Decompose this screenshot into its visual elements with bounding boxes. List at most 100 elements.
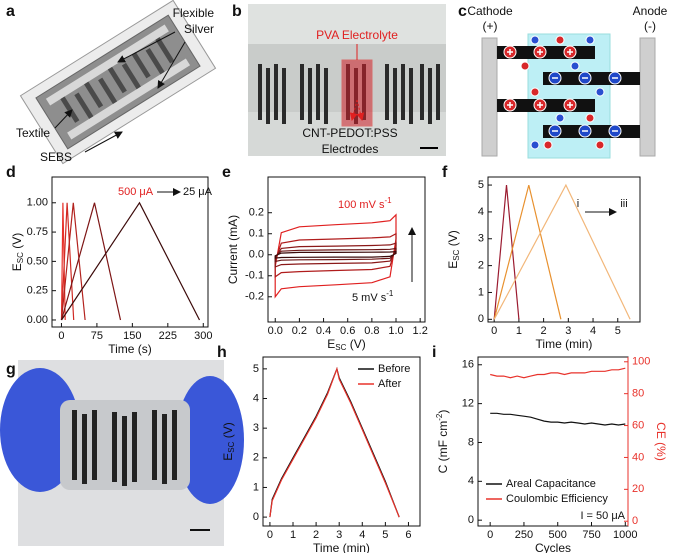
y-axis-label-part: SC: [16, 252, 25, 263]
y-axis-label-part: (V): [10, 233, 24, 252]
y-tick-label: 1.00: [27, 197, 48, 209]
series-line: [60, 202, 66, 321]
y-axis-label: ESC (V): [221, 422, 236, 460]
series-line: [274, 213, 397, 299]
legend-label: Coulombic Efficiency: [506, 493, 608, 505]
y-tick-label: 2: [478, 260, 484, 272]
x-tick-label: 6: [405, 529, 411, 541]
ion: [555, 35, 565, 45]
x-tick-label: 300: [194, 330, 212, 342]
label: CNT-PEDOT:PSS: [302, 126, 397, 140]
x-tick-label: 3: [565, 325, 571, 337]
y-tick-label: 12: [462, 398, 474, 410]
label: (-): [644, 19, 656, 33]
x-tick-label: 1.2: [413, 325, 428, 337]
y-tick-label: -0.2: [245, 291, 264, 303]
x-tick-label: 1: [290, 529, 296, 541]
ion: [555, 113, 565, 123]
panel-letter: h: [217, 344, 227, 361]
plot-frame: [267, 176, 426, 323]
ion: [543, 140, 553, 150]
series-line: [490, 412, 626, 426]
y-tick-label: 0.25: [27, 285, 48, 297]
panel-letter: e: [222, 164, 231, 181]
panel-letter: i: [432, 344, 436, 361]
label: Electrodes: [322, 142, 379, 156]
y-axis-label: C (mF cm-2): [435, 410, 450, 474]
y-tick-label: 4: [478, 206, 484, 218]
y2-tick-label: 60: [632, 419, 644, 431]
series-line: [269, 366, 400, 518]
y2-tick-label: 100: [632, 356, 650, 368]
ion: [530, 140, 540, 150]
y-tick-label: 0.0: [249, 249, 264, 261]
y-axis-label-part: E: [446, 261, 460, 269]
x-tick-label: 250: [515, 529, 533, 541]
x-tick-label: 150: [123, 330, 141, 342]
label: Flexible: [173, 6, 215, 20]
label: Silver: [184, 22, 214, 36]
panel-letter: c: [458, 3, 467, 20]
x-tick-label: 0.8: [364, 325, 379, 337]
ion: [530, 87, 540, 97]
label: Cathode: [467, 4, 513, 18]
legend-label: Areal Capacitance: [506, 478, 596, 490]
y-tick-label: 0.00: [27, 314, 48, 326]
x-tick-label: 0.4: [316, 325, 331, 337]
label: SEBS: [40, 150, 72, 164]
panel-c: c Cathode (+) Anode (-): [458, 3, 668, 159]
y-tick-label: 3: [478, 233, 484, 245]
x-tick-label: 1000: [613, 529, 637, 541]
x-tick-label: 1.0: [388, 325, 403, 337]
y-axis-label: ESC (V): [10, 233, 25, 271]
x-tick-label: 0.2: [292, 325, 307, 337]
panel-letter: f: [442, 164, 448, 181]
pointer: [117, 31, 176, 63]
panel-letter: a: [6, 3, 15, 20]
series-line: [274, 250, 397, 259]
y-axis-label: Current (mA): [226, 215, 240, 284]
series-line: [493, 184, 562, 320]
y-tick-label: 4: [468, 475, 474, 487]
x-tick-label: 4: [359, 529, 365, 541]
ion: [595, 87, 605, 97]
panel-a: a Flexible Silver Textile SEBS: [6, 0, 217, 165]
x-tick-label: 2: [313, 529, 319, 541]
label: (+): [483, 19, 498, 33]
series-line: [60, 202, 86, 321]
x-axis-label: Cycles: [535, 541, 571, 553]
x-axis-label-part: (V): [346, 337, 365, 351]
series-line: [493, 183, 631, 320]
y-axis-label-part: (V): [221, 422, 235, 441]
series-line: [490, 367, 626, 379]
x-tick-label: 5: [382, 529, 388, 541]
x-axis-label-part: SC: [335, 343, 346, 352]
annotation-part: -1: [386, 289, 394, 298]
x-tick-label: 750: [582, 529, 600, 541]
x-tick-label: 4: [590, 325, 596, 337]
y-tick-label: 1: [478, 286, 484, 298]
x-tick-label: 3: [336, 529, 342, 541]
y-tick-label: 1: [253, 481, 259, 493]
y-axis-label-part: E: [10, 263, 24, 271]
annotation: 500 μA: [118, 186, 154, 198]
x-tick-label: 500: [549, 529, 567, 541]
annotation: I = 50 μA: [580, 510, 625, 522]
y-axis-label-part: (V): [446, 230, 460, 249]
plot-frame: [51, 176, 209, 328]
plot-frame: [262, 356, 421, 527]
series-line: [274, 247, 397, 263]
y-tick-label: 5: [253, 363, 259, 375]
annotation-part: 5 mV s: [352, 292, 387, 304]
series-line: [274, 232, 397, 278]
legend-label: Before: [378, 363, 410, 375]
x-axis-label-part: E: [327, 337, 335, 351]
legend-label: After: [378, 378, 402, 390]
x-tick-label: 0.6: [340, 325, 355, 337]
y-tick-label: 2: [253, 452, 259, 464]
y2-tick-label: 20: [632, 483, 644, 495]
y2-axis-label: CE (%): [654, 422, 668, 461]
x-axis-label: Time (s): [108, 342, 152, 356]
y-axis-label-part: SC: [452, 249, 461, 260]
